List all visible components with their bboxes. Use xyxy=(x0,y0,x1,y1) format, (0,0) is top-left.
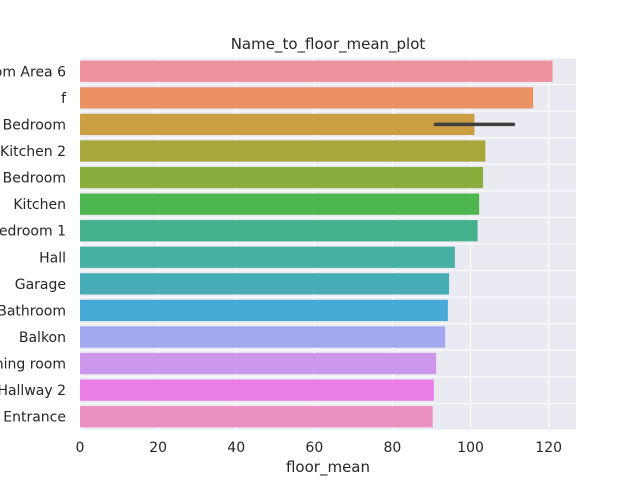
y-tick-label: ning room xyxy=(0,357,66,373)
bar xyxy=(80,60,553,82)
y-tick-label: Bathroom xyxy=(0,303,66,319)
bar xyxy=(80,113,475,136)
bar xyxy=(80,246,455,268)
y-tick-label: Bedroom 1 xyxy=(0,224,66,240)
x-tick-label: 0 xyxy=(76,440,85,456)
x-tick-label: 20 xyxy=(149,440,167,456)
y-tick-label: Hall xyxy=(39,250,66,266)
bar xyxy=(80,406,433,428)
bar xyxy=(80,166,484,189)
bar xyxy=(80,87,534,109)
y-tick-label: Hallway 2 xyxy=(0,383,66,399)
x-tick-label: 60 xyxy=(305,440,323,456)
bar xyxy=(80,193,480,215)
y-tick-label: Balkon xyxy=(19,330,66,346)
bar xyxy=(80,220,478,242)
bar xyxy=(80,326,446,348)
chart-title: Name_to_floor_mean_plot xyxy=(231,35,426,54)
x-tick-label: 100 xyxy=(457,440,484,456)
x-tick-label: 80 xyxy=(384,440,402,456)
y-tick-label: om Area 6 xyxy=(0,64,66,80)
y-tick-label: Kitchen 2 xyxy=(0,144,66,160)
y-tick-label: Garage xyxy=(15,277,66,293)
bar xyxy=(80,352,437,375)
y-tick-label: r Bedroom xyxy=(0,117,66,133)
x-tick-label: 120 xyxy=(535,440,562,456)
y-tick-label: Kitchen xyxy=(13,197,66,213)
y-tick-label: f xyxy=(61,91,67,107)
bar xyxy=(80,299,448,322)
bar xyxy=(80,273,450,295)
x-axis-label: floor_mean xyxy=(286,458,370,477)
y-tick-label: Entrance xyxy=(3,410,66,426)
bar xyxy=(80,379,434,401)
x-tick-label: 40 xyxy=(227,440,245,456)
y-tick-label: Bedroom xyxy=(3,171,66,187)
bar xyxy=(80,140,486,162)
